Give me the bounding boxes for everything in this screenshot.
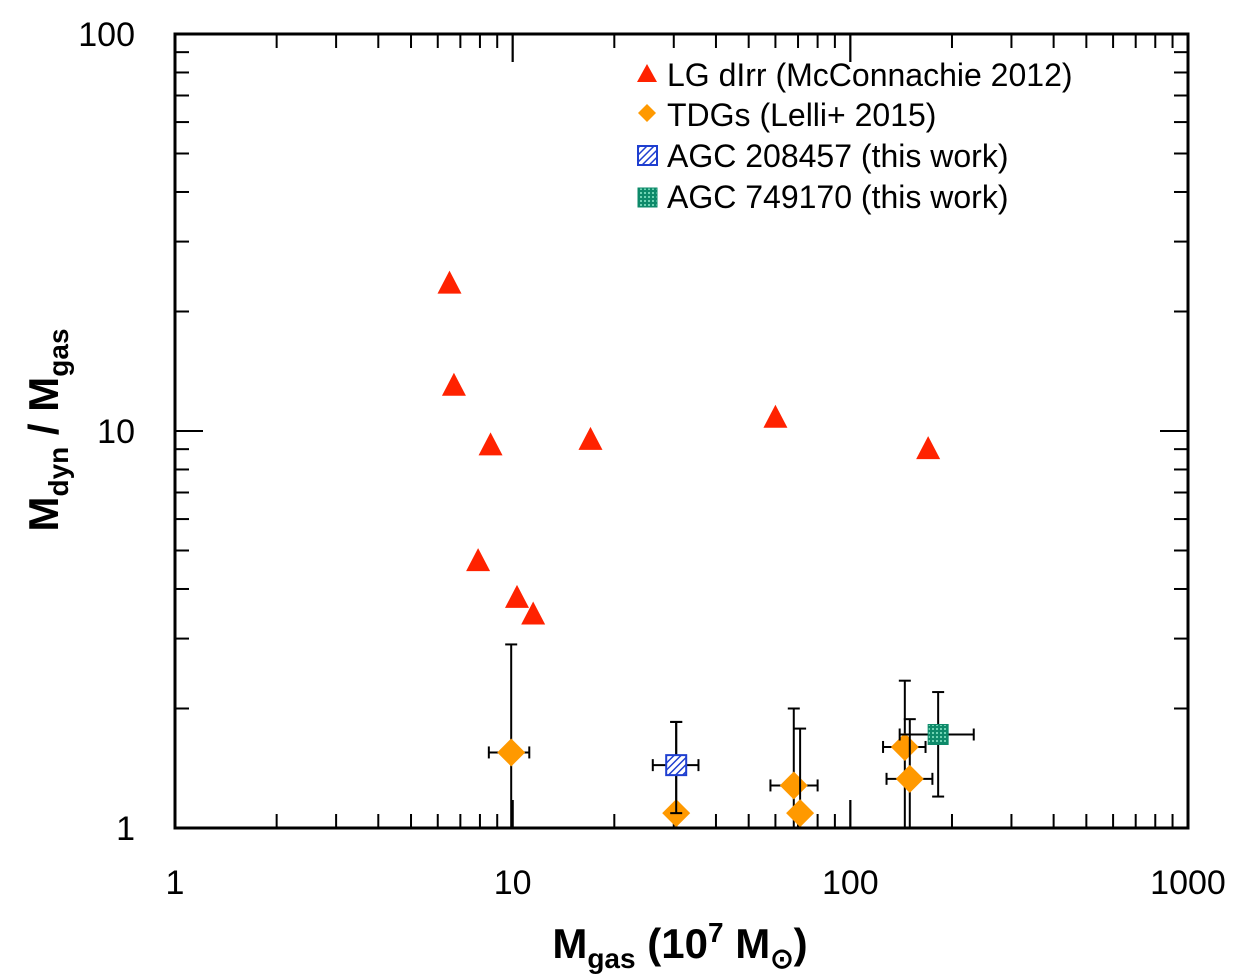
lg-dirr-triangle-point [521, 601, 546, 625]
legend-diamond-icon [638, 104, 656, 122]
x-tick-label: 100 [822, 864, 879, 902]
lg-dirr-triangle-point [578, 426, 603, 450]
lg-dirr-triangle-point [916, 436, 941, 460]
plot-frame [173, 32, 1190, 830]
x-axis-title-mid: M [724, 920, 771, 967]
x-tick-label: 10 [494, 864, 532, 902]
lg-dirr-triangle-point [437, 270, 462, 294]
tdg-diamond-point [895, 764, 924, 793]
tdg-diamond-point [890, 732, 919, 761]
y-axis-title-slash: / [20, 412, 67, 447]
x-tick-labels: 1 10 100 1000 [166, 864, 1226, 902]
x-axis-title-close: ) [794, 920, 808, 967]
y-tick-label: 100 [78, 16, 135, 54]
x-axis-title-open: (10 [636, 920, 708, 967]
tdg-diamond-point [779, 771, 808, 800]
tdg-diamond-point [497, 738, 526, 767]
y-tick-label: 1 [116, 810, 135, 848]
legend-label-agc208457: AGC 208457 (this work) [667, 138, 1008, 174]
agc749170-square-point [927, 723, 949, 745]
lg-dirr-triangle-point [763, 404, 788, 428]
sun-symbol: ⊙ [770, 943, 793, 974]
y-tick-labels: 1 10 100 [78, 16, 135, 848]
plot-marks [437, 270, 975, 828]
agc208457-square-point [665, 754, 688, 777]
x-axis-title: Mgas (107 M⊙) [552, 917, 807, 974]
legend-label-lg-dirr: LG dIrr (McConnachie 2012) [667, 57, 1073, 93]
lg-dirr-triangle-point [441, 372, 466, 396]
lg-dirr-triangle-point [466, 548, 491, 572]
y-axis-title: Mdyn / Mgas [20, 328, 74, 531]
y-tick-label: 10 [97, 413, 135, 451]
y-axis-title-main2: M [20, 377, 67, 412]
y-axis-title-sub1: dyn [43, 447, 74, 497]
legend-dotted-square-icon [637, 187, 658, 208]
x-tick-label: 1 [166, 864, 185, 902]
y-axis-title-sub2: gas [43, 328, 74, 376]
tdg-diamond-point [786, 799, 815, 828]
legend-hatched-square-icon [637, 145, 658, 166]
legend-triangle-icon [637, 64, 657, 82]
x-axis-title-sup: 7 [708, 917, 724, 948]
x-axis-title-main: M [552, 920, 587, 967]
legend: LG dIrr (McConnachie 2012) TDGs (Lelli+ … [637, 57, 1073, 215]
y-axis-title-main1: M [20, 497, 67, 532]
x-tick-label: 1000 [1150, 864, 1226, 902]
lg-dirr-triangle-point [505, 584, 530, 608]
x-axis-title-sub: gas [587, 943, 635, 974]
lg-dirr-triangle-point [478, 432, 503, 456]
legend-label-tdgs: TDGs (Lelli+ 2015) [667, 97, 936, 133]
legend-label-agc749170: AGC 749170 (this work) [667, 179, 1008, 215]
